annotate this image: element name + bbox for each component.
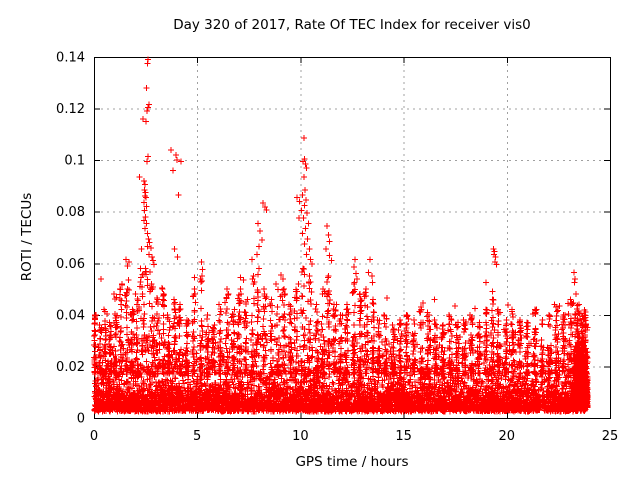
x-tick-label: 25 [602, 429, 619, 444]
chart-title: Day 320 of 2017, Rate Of TEC Index for r… [173, 17, 531, 33]
x-axis-label: GPS time / hours [295, 454, 409, 470]
data-points [91, 265, 591, 411]
x-tick-label: 10 [292, 429, 309, 444]
y-tick-label: 0.12 [56, 102, 85, 117]
data-points [98, 56, 589, 378]
y-axis-label: ROTI / TECUs [19, 192, 35, 282]
y-tick-label: 0.02 [56, 360, 85, 375]
x-tick-label: 0 [90, 429, 98, 444]
plot-frame [94, 57, 611, 419]
x-tick-label: 15 [395, 429, 412, 444]
y-tick-label: 0.04 [56, 308, 85, 323]
y-tick-label: 0.1 [64, 154, 85, 169]
y-tick-label: 0.14 [56, 51, 85, 66]
x-tick-label: 5 [193, 429, 201, 444]
y-tick-label: 0.08 [56, 205, 85, 220]
y-tick-label: 0.06 [56, 257, 85, 272]
y-tick-label: 0 [77, 412, 85, 427]
x-tick-label: 20 [499, 429, 516, 444]
